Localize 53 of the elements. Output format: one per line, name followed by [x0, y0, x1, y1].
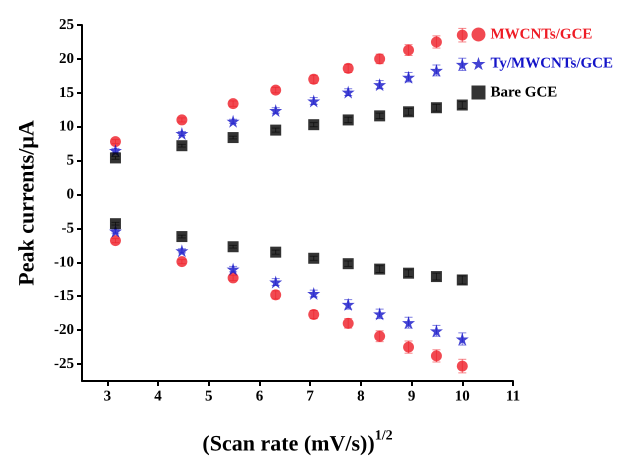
point — [270, 124, 282, 136]
point — [175, 126, 188, 140]
x-tick-label: 11 — [506, 388, 520, 404]
x-tick-label: 7 — [306, 388, 314, 404]
point — [270, 246, 282, 258]
y-tick-label: -15 — [54, 288, 74, 304]
x-tick-label: 4 — [154, 388, 162, 404]
point — [269, 104, 282, 117]
point — [176, 114, 188, 126]
y-tick-label: 0 — [66, 186, 74, 203]
y-axis-title: Peak currents/μA — [14, 120, 38, 286]
point — [270, 84, 282, 96]
y-tick-label: 20 — [59, 50, 74, 67]
point — [176, 140, 188, 152]
y-tick-label: -25 — [54, 356, 74, 372]
point — [175, 244, 188, 258]
point — [374, 110, 386, 122]
point — [110, 218, 121, 230]
y-tick-label: 5 — [66, 152, 74, 169]
point — [110, 136, 121, 148]
point — [308, 252, 320, 264]
y-tick-label: 10 — [59, 118, 74, 135]
legend-label: Ty/MWCNTs/GCE — [490, 56, 614, 72]
x-tick-label: 10 — [454, 388, 470, 404]
point — [228, 98, 239, 110]
point — [307, 94, 320, 108]
point — [228, 241, 239, 252]
y-tick-label: 25 — [59, 17, 74, 33]
legend-label: MWCNTs/GCE — [490, 26, 592, 42]
point — [110, 235, 121, 246]
y-tick-label: -5 — [62, 220, 74, 236]
x-tick-label: 6 — [256, 388, 264, 404]
legend-label: Bare GCE — [490, 84, 558, 100]
point — [308, 119, 320, 130]
point — [342, 86, 355, 99]
point — [342, 258, 354, 270]
point — [228, 272, 239, 284]
x-tick-label: 3 — [104, 388, 112, 404]
point — [226, 262, 240, 276]
x-tick-label: 5 — [205, 388, 213, 404]
y-tick-label: 15 — [59, 84, 74, 101]
point — [110, 152, 121, 164]
point — [176, 256, 188, 268]
point — [226, 114, 240, 128]
y-tick-label: -10 — [54, 254, 74, 270]
point — [269, 276, 282, 288]
point — [176, 231, 188, 242]
point — [307, 287, 320, 300]
x-tick-label: 8 — [357, 388, 365, 404]
point — [228, 132, 239, 144]
point — [342, 114, 354, 126]
x-tick-label: 9 — [408, 388, 416, 404]
y-tick-label: -20 — [54, 322, 74, 338]
